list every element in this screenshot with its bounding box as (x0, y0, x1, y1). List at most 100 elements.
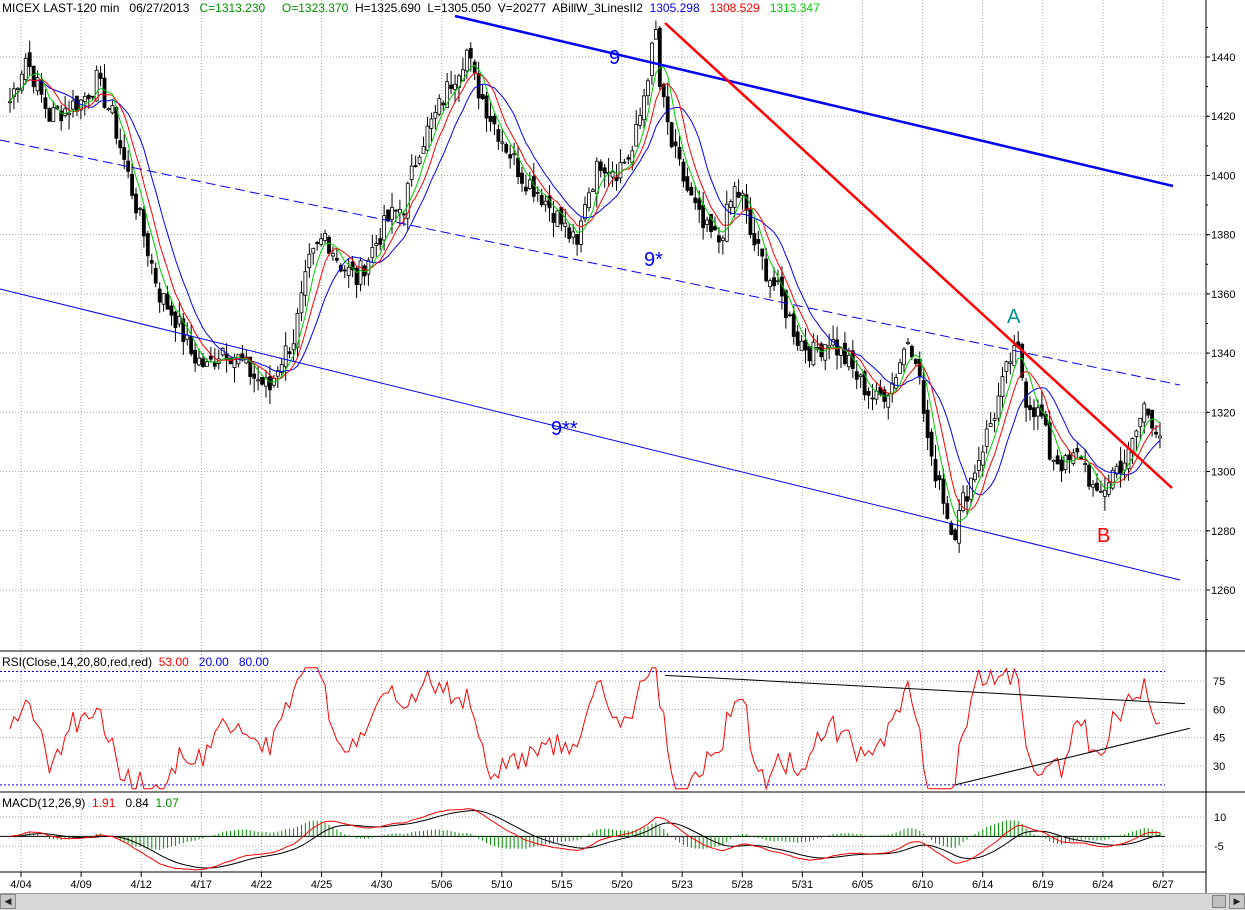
candle-body (744, 194, 749, 211)
candle-body (941, 478, 946, 504)
candle-body (843, 342, 847, 365)
candle-body (334, 257, 339, 261)
candle-body (602, 167, 607, 174)
macd-panel: -5 10 (0, 808, 1226, 871)
candle-body (75, 95, 79, 112)
candle-body (1036, 407, 1040, 417)
candle-body (480, 94, 485, 99)
candle-body (449, 84, 453, 89)
price-tick-label: 1380 (1211, 230, 1235, 242)
candle-body (787, 314, 792, 317)
candle-body (693, 197, 698, 204)
candle-body (909, 345, 914, 358)
candle-body (906, 341, 910, 344)
candle-body (1091, 483, 1095, 488)
candle-body (441, 102, 446, 106)
candle-body (453, 83, 457, 91)
candle-body (567, 227, 572, 239)
candle-body (1102, 489, 1107, 497)
scroll-left-button[interactable]: ◀ (0, 894, 16, 909)
candle-body (374, 243, 379, 246)
candle-body (846, 354, 851, 368)
candle-body (425, 125, 430, 151)
candle-body (1142, 403, 1147, 423)
candle-body (15, 87, 20, 90)
candle-body (598, 161, 603, 171)
candle-body (500, 141, 505, 144)
candle-body (197, 357, 201, 366)
candle-body (331, 253, 335, 257)
candle-body (248, 356, 253, 377)
candle-body (35, 77, 40, 92)
candle-body (854, 371, 859, 380)
date-tick-label: 4/12 (130, 879, 151, 891)
candle-body (130, 173, 134, 196)
candle-body (291, 343, 296, 351)
candle-body (31, 65, 36, 88)
high-label: H=1325.690 (354, 1, 421, 15)
candle-body (626, 157, 631, 160)
macd-signal-value: 0.84 (125, 796, 149, 810)
scroll-right-button[interactable]: ▶ (1229, 894, 1245, 909)
price-tick-label: 1300 (1211, 467, 1235, 479)
candle-body (484, 95, 489, 119)
candle-body (472, 61, 477, 73)
candle-body (468, 48, 473, 59)
rsi-header: RSI(Close,14,20,80,red,red) 53.00 20.00 … (2, 655, 269, 669)
candle-body (1047, 422, 1052, 460)
low-label: L=1305.050 (427, 1, 492, 15)
date-tick-label: 4/25 (311, 879, 332, 891)
candle-body (82, 96, 87, 102)
candle-body (86, 95, 91, 100)
candle-body (1055, 455, 1060, 465)
candle-body (992, 418, 997, 421)
candle-body (303, 271, 308, 296)
candle-body (504, 143, 509, 153)
candle-body (520, 172, 524, 184)
candle-body (173, 311, 178, 328)
rsi-tick-label: 45 (1213, 733, 1225, 745)
candle-body (1071, 452, 1076, 464)
candle-body (417, 156, 422, 164)
candle-body (783, 290, 788, 319)
candle-body (1087, 464, 1092, 487)
candle-body (925, 409, 930, 439)
candle-body (709, 213, 713, 232)
candle-body (866, 390, 871, 396)
candle-body (1122, 462, 1127, 471)
candle-body (685, 176, 690, 191)
candle-body (366, 259, 371, 275)
rsi-line (9, 667, 1161, 791)
candle-body (980, 451, 985, 466)
date-tick-label: 4/17 (191, 879, 212, 891)
candle-body (732, 186, 737, 208)
candle-body (543, 200, 548, 206)
price-tick-label: 1440 (1211, 52, 1235, 64)
date-tick-label: 5/28 (732, 879, 753, 891)
candle-body (295, 313, 300, 348)
candle-body (1075, 448, 1080, 453)
date-tick-label: 6/27 (1152, 879, 1173, 891)
candle-body (149, 260, 154, 264)
candle-body (768, 280, 773, 287)
candle-body (67, 112, 71, 116)
candle-body (342, 269, 347, 272)
candle-body (551, 212, 556, 224)
candle-body (264, 377, 268, 387)
rsi-tick-label: 30 (1213, 761, 1225, 773)
candle-body (47, 108, 52, 122)
horizontal-scrollbar[interactable]: ◀ ▶ (0, 893, 1245, 910)
scroll-thumb[interactable] (1212, 895, 1226, 908)
candle-body (386, 209, 390, 222)
date-tick-label: 5/06 (431, 879, 452, 891)
price-tick-label: 1260 (1211, 585, 1235, 597)
candle-body (886, 394, 891, 408)
volume-label: V=20277 (497, 1, 547, 15)
date-tick-label: 6/14 (972, 879, 993, 891)
rsi-high: 80.00 (238, 655, 269, 669)
candle-body (71, 100, 75, 110)
candle-body (118, 140, 123, 149)
candle-body (346, 266, 351, 276)
candle-body (12, 88, 16, 98)
